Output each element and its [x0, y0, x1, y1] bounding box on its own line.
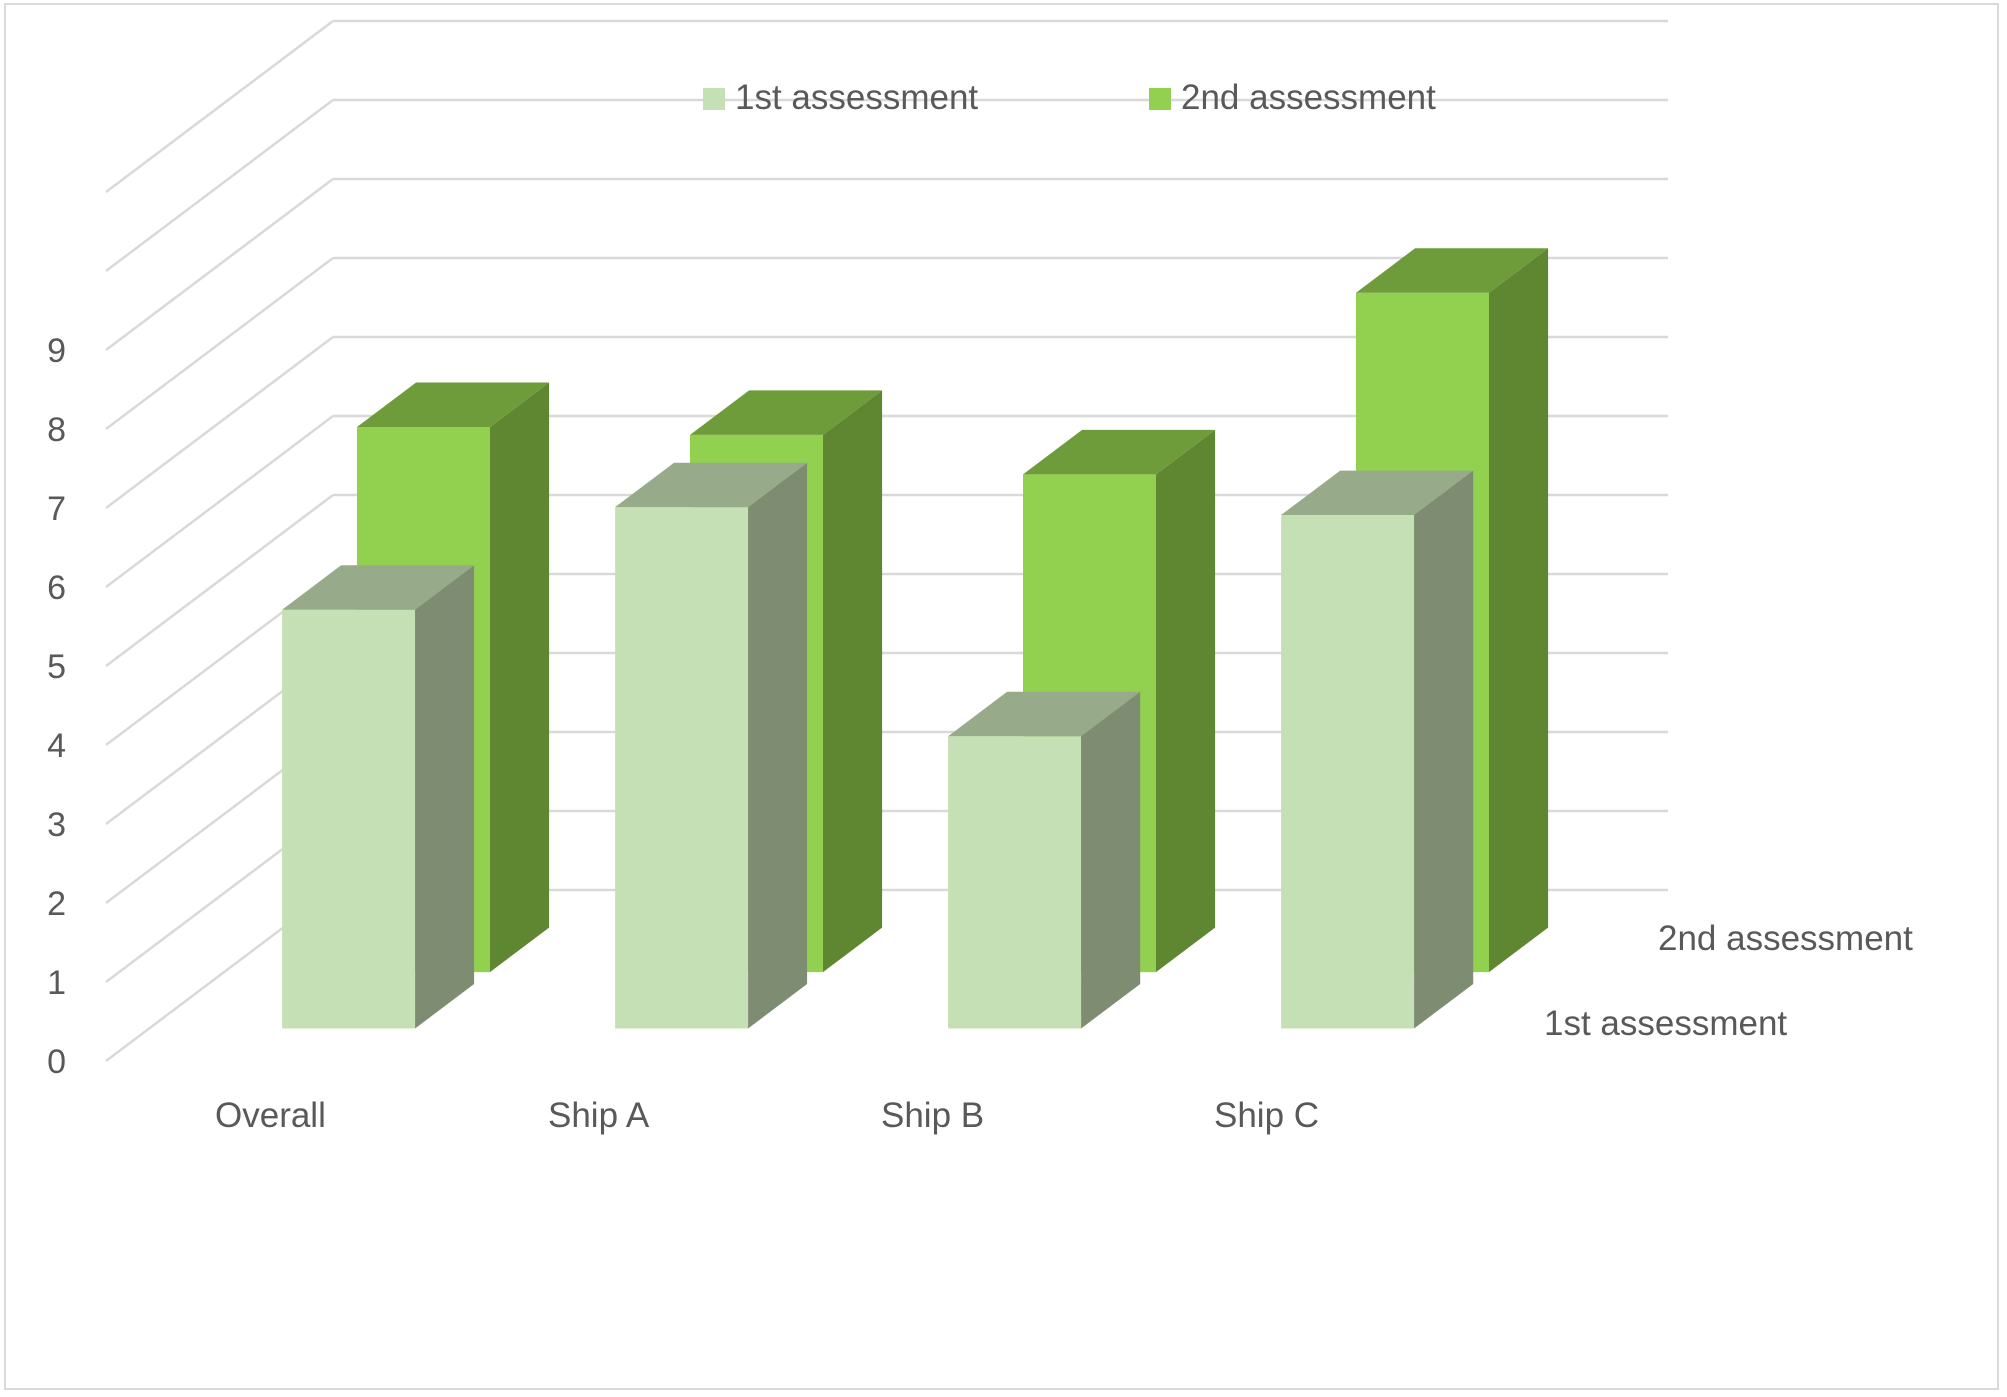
bar-side-face: [823, 390, 883, 973]
bar-top-face: [690, 390, 883, 435]
bar-1st-assessment-ship-b: [948, 691, 1141, 1029]
category-label: Ship C: [1214, 1096, 1319, 1135]
depth-label-1st: 1st assessment: [1544, 1004, 1787, 1043]
bar-front-face: [1281, 515, 1415, 1029]
bar-side-face: [748, 462, 808, 1029]
chart-legend: 1st assessment 2nd assessment: [703, 78, 1436, 117]
legend-item: 2nd assessment: [1149, 78, 1436, 117]
y-tick-label: 6: [47, 569, 66, 607]
chart-labels: 0 1 2 3 4 5 6 7 8 9 Overall Ship A Ship B Ship C 1st a…: [47, 332, 1913, 1135]
chart-3d-column: 0 1 2 3 4 5 6 7 8 9 Overall Ship A Ship B Ship C 1st a…: [47, 19, 1913, 1135]
y-tick-label: 0: [47, 1043, 66, 1081]
bar-1st-assessment-ship-c: [1281, 470, 1474, 1029]
bar-side-face: [1081, 691, 1141, 1029]
bar-side-face: [1156, 429, 1216, 973]
depth-label-2nd: 2nd assessment: [1658, 919, 1913, 958]
legend-item: 1st assessment: [703, 78, 978, 117]
side-gridline: [105, 257, 334, 430]
y-tick-label: 4: [47, 727, 66, 765]
bar-top-face: [282, 565, 475, 610]
category-label: Overall: [215, 1096, 326, 1135]
side-gridline: [105, 20, 334, 193]
y-tick-label: 3: [47, 806, 66, 844]
y-tick-label: 9: [47, 332, 66, 370]
bar-side-face: [1414, 470, 1474, 1029]
category-label: Ship B: [881, 1096, 984, 1135]
bar-1st-assessment-ship-a: [615, 462, 808, 1029]
side-gridline: [105, 336, 334, 509]
legend-label: 1st assessment: [735, 78, 978, 117]
bar-side-face: [415, 565, 475, 1029]
chart-frame: 0 1 2 3 4 5 6 7 8 9 Overall Ship A Ship B Ship C 1st a…: [4, 3, 1999, 1390]
side-gridline: [105, 494, 334, 667]
y-tick-label: 2: [47, 885, 66, 923]
category-label: Ship A: [548, 1096, 650, 1135]
side-gridline: [105, 178, 334, 351]
legend-swatch: [1149, 88, 1171, 110]
y-tick-label: 5: [47, 648, 66, 686]
bar-top-face: [948, 691, 1141, 737]
side-gridline: [105, 415, 334, 588]
bar-1st-assessment-overall: [282, 565, 475, 1029]
side-gridline: [105, 99, 334, 272]
y-tick-label: 1: [47, 964, 66, 1002]
bar-front-face: [615, 507, 749, 1029]
bar-top-face: [357, 382, 550, 427]
y-tick-label: 7: [47, 490, 66, 528]
bar-side-face: [1489, 248, 1549, 973]
bar-side-face: [490, 382, 550, 973]
legend-label: 2nd assessment: [1181, 78, 1436, 117]
bar-top-face: [615, 462, 808, 508]
bar-top-face: [1023, 429, 1216, 475]
bar-top-face: [1281, 470, 1474, 515]
bar-front-face: [948, 736, 1082, 1029]
bar-top-face: [1356, 248, 1549, 293]
chart-bars: [282, 248, 1549, 1029]
bar-front-face: [282, 609, 416, 1029]
legend-swatch: [703, 88, 725, 110]
y-tick-label: 8: [47, 411, 66, 449]
